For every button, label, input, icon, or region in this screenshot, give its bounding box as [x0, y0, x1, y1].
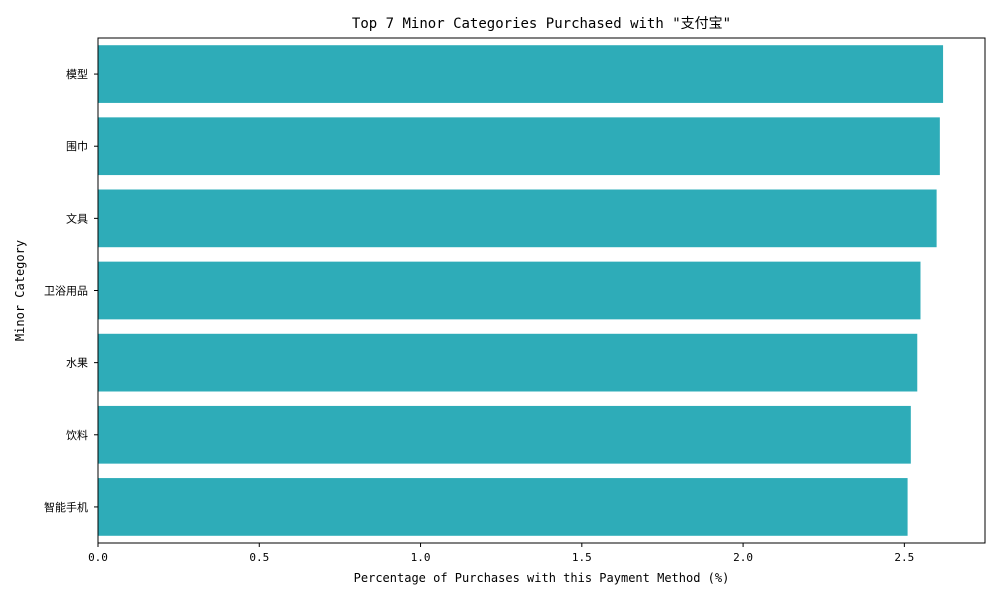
bar-6	[98, 478, 908, 536]
x-tick-label: 2.0	[733, 551, 753, 564]
y-tick-label: 文具	[66, 211, 88, 225]
y-tick-label: 智能手机	[44, 500, 88, 514]
bar-1	[98, 117, 940, 176]
x-axis-label: Percentage of Purchases with this Paymen…	[354, 571, 730, 585]
bars-group	[98, 45, 944, 536]
x-tick-label: 1.5	[572, 551, 592, 564]
y-tick-label: 卫浴用品	[44, 285, 88, 298]
bar-5	[98, 405, 911, 464]
chart-title: Top 7 Minor Categories Purchased with "支…	[352, 16, 731, 32]
bar-4	[98, 333, 918, 392]
x-tick-label: 1.0	[411, 551, 431, 564]
y-tick-label: 模型	[66, 67, 88, 81]
x-tick-label: 2.5	[894, 551, 914, 564]
y-axis-label: Minor Category	[13, 240, 27, 341]
x-axis-ticks: 0.0 0.5 1.0 1.5 2.0 2.5	[88, 543, 914, 564]
y-tick-label: 水果	[66, 357, 88, 370]
bar-0	[98, 45, 944, 103]
x-tick-label: 0.5	[249, 551, 269, 564]
bar-3	[98, 261, 921, 320]
y-tick-label: 围巾	[66, 139, 88, 153]
x-tick-label: 0.0	[88, 551, 108, 564]
bar-2	[98, 189, 937, 248]
y-tick-label: 饮料	[66, 428, 88, 442]
